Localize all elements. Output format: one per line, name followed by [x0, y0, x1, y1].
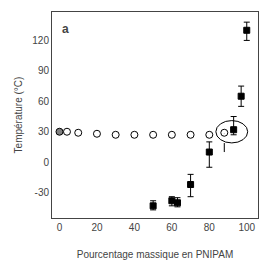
svg-text:80: 80 — [204, 222, 216, 233]
svg-text:120: 120 — [32, 35, 49, 46]
svg-text:100: 100 — [238, 222, 255, 233]
svg-text:40: 40 — [129, 222, 141, 233]
svg-text:0: 0 — [43, 157, 49, 168]
svg-text:-30: -30 — [35, 187, 50, 198]
svg-text:60: 60 — [38, 96, 50, 107]
svg-text:90: 90 — [38, 65, 50, 76]
svg-text:0: 0 — [57, 222, 63, 233]
svg-text:a: a — [62, 22, 69, 36]
svg-text:Température (°C): Température (°C) — [13, 77, 24, 154]
svg-text:20: 20 — [91, 222, 103, 233]
svg-text:30: 30 — [38, 126, 50, 137]
svg-text:Pourcentage massique en PNIPAM: Pourcentage massique en PNIPAM — [77, 249, 234, 260]
svg-text:60: 60 — [166, 222, 178, 233]
